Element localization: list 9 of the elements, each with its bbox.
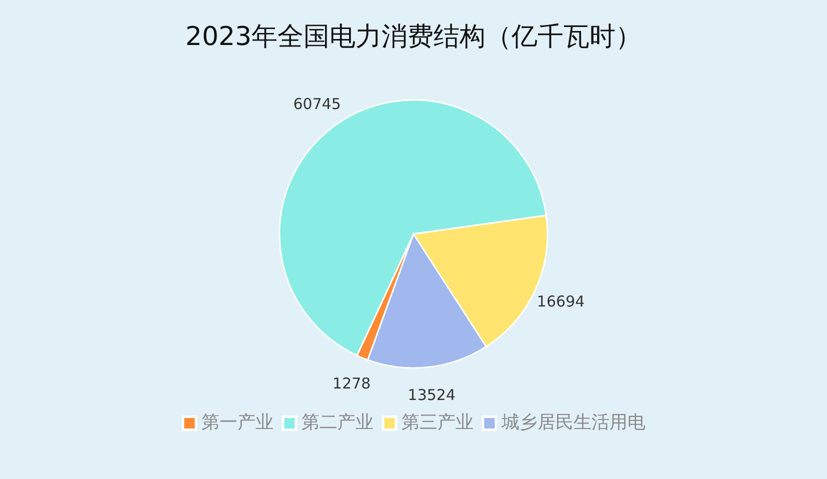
legend-label: 城乡居民生活用电 (500, 412, 646, 434)
legend-label: 第一产业 (202, 412, 274, 434)
legend-label: 第二产业 (302, 412, 374, 434)
legend-label: 第三产业 (402, 412, 474, 434)
chart-title: 2023年全国电力消费结构（亿千瓦时） (185, 22, 642, 52)
data-label: 13524 (408, 386, 456, 404)
data-label: 60745 (293, 94, 341, 113)
data-label: 1278 (332, 374, 371, 393)
data-label: 16694 (536, 292, 585, 310)
